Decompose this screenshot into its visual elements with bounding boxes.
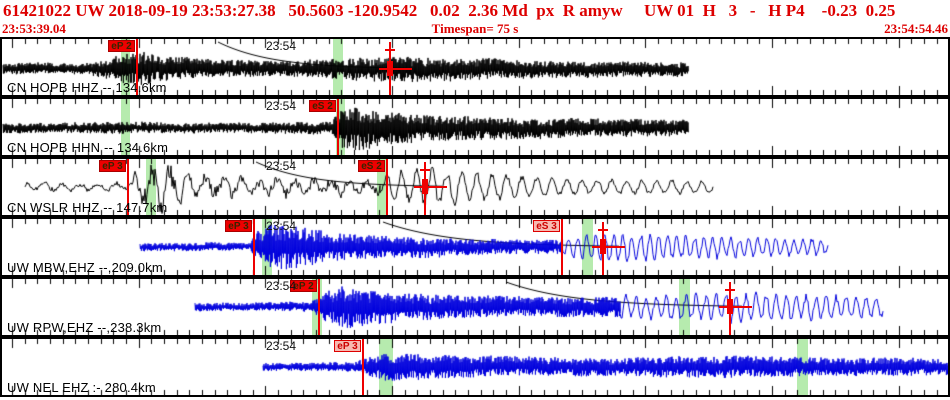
trace-panel-5[interactable]: eP 2 23:54 UW RPW,EHZ --,238.3km xyxy=(0,277,950,337)
station-channel-label: UW RPW,EHZ --,238.3km xyxy=(7,320,162,335)
trace-panel-2[interactable]: eS 2 23:54 CN HOPB HHN -- 134.6km xyxy=(0,97,950,157)
trace-panel-6[interactable]: eP 3 23:54 UW NEL EHZ :- 280.4km xyxy=(0,337,950,397)
station-channel-label: CN HOPB HHN -- 134.6km xyxy=(7,140,169,155)
pick-time-line[interactable] xyxy=(362,339,364,395)
pick-flag[interactable]: eP 3 xyxy=(334,340,361,352)
station-channel-label: CN WSLR HHZ -- 147.7km xyxy=(7,200,168,215)
coda-horizontal-line xyxy=(414,186,447,188)
waveform-canvas xyxy=(2,99,948,155)
time-axis-header: 23:53:39.04 Timespan= 75 s 23:54:54.46 xyxy=(0,21,950,36)
window-end-time: 23:54:54.46 xyxy=(884,21,948,36)
minute-time-label: 23:54 xyxy=(266,99,297,113)
coda-horizontal-line xyxy=(379,68,412,70)
pick-time-line[interactable] xyxy=(561,219,563,275)
pick-flag[interactable]: eP 2 xyxy=(290,280,317,292)
coda-top-tick xyxy=(598,229,608,231)
coda-top-tick xyxy=(385,49,395,51)
waveform-canvas xyxy=(2,339,948,395)
minute-time-label: 23:54 xyxy=(266,159,297,173)
coda-horizontal-line xyxy=(719,306,752,308)
pick-flag[interactable]: eS 2 xyxy=(309,100,336,112)
waveform-canvas xyxy=(2,279,948,335)
pick-time-line[interactable] xyxy=(386,159,388,215)
trace-panel-1[interactable]: eP 2 23:54 CN HOPB HHZ -- 134.6km xyxy=(0,37,950,97)
pick-time-line[interactable] xyxy=(318,279,320,335)
station-channel-label: UW MBW,EHZ --,209.0km xyxy=(7,260,163,275)
timespan-label: Timespan= 75 s xyxy=(431,21,519,36)
waveform-canvas xyxy=(2,219,948,275)
pick-flag[interactable]: eP 2 xyxy=(108,40,135,52)
trace-panel-3[interactable]: eP 3 eS 2 23:54 CN WSLR HHZ -- 147.7km xyxy=(0,157,950,217)
waveform-canvas xyxy=(2,39,948,95)
minute-time-label: 23:54 xyxy=(266,39,297,53)
pick-time-line[interactable] xyxy=(136,39,138,95)
pick-flag[interactable]: eP 3 xyxy=(225,220,252,232)
coda-top-tick xyxy=(725,289,735,291)
pick-flag[interactable]: eS 3 xyxy=(533,220,560,232)
minute-time-label: 23:54 xyxy=(266,219,297,233)
pick-time-line[interactable] xyxy=(253,219,255,275)
pick-flag[interactable]: eP 3 xyxy=(99,160,126,172)
minute-time-label: 23:54 xyxy=(266,339,297,353)
coda-top-tick xyxy=(420,169,430,171)
pick-time-line[interactable] xyxy=(337,99,339,155)
window-start-time: 23:53:39.04 xyxy=(2,21,66,36)
minute-time-label: 23:54 xyxy=(266,279,297,293)
event-summary-header: 61421022 UW 2018-09-19 23:53:27.38 50.56… xyxy=(3,1,896,20)
trace-panel-4[interactable]: eP 3 eS 3 23:54 UW MBW,EHZ --,209.0km xyxy=(0,217,950,277)
station-channel-label: CN HOPB HHZ -- 134.6km xyxy=(7,80,167,95)
station-channel-label: UW NEL EHZ :- 280.4km xyxy=(7,380,156,395)
coda-horizontal-line xyxy=(592,246,625,248)
pick-time-line[interactable] xyxy=(127,159,129,215)
waveform-canvas xyxy=(2,159,948,215)
pick-flag[interactable]: eS 2 xyxy=(358,160,385,172)
